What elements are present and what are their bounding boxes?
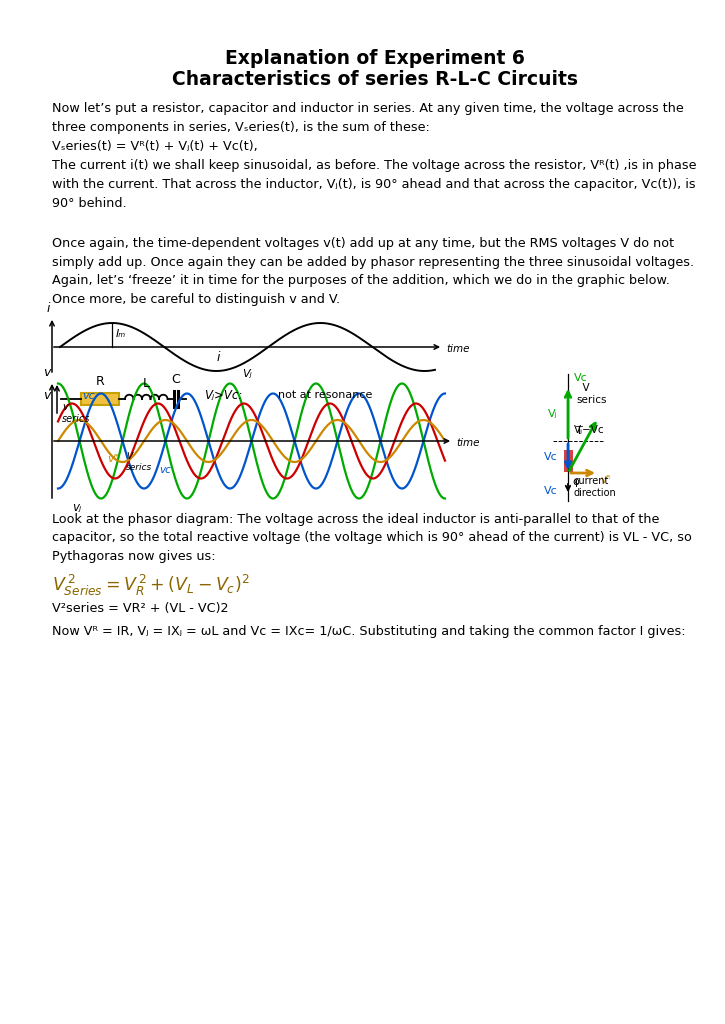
Text: V
serics: V serics [576,383,607,404]
Text: v: v [44,366,51,379]
Text: Characteristics of series R-L-C Circuits: Characteristics of series R-L-C Circuits [172,70,578,89]
Text: Look at the phasor diagram: The voltage across the ideal inductor is anti-parall: Look at the phasor diagram: The voltage … [52,513,659,526]
Text: φ: φ [572,477,579,487]
Text: vᴿ: vᴿ [601,475,612,485]
Text: Vⱼ: Vⱼ [548,409,558,419]
Text: Pythagoras now gives us:: Pythagoras now gives us: [52,550,215,563]
Text: time: time [446,344,470,354]
Text: vⱼ: vⱼ [72,502,81,514]
Text: V
serics: V serics [126,453,152,472]
Text: i: i [216,351,220,364]
Text: Vᴄ: Vᴄ [544,452,558,462]
Text: simply add up. Once again they can be added by phasor representing the three sin: simply add up. Once again they can be ad… [52,256,694,268]
Text: L: L [143,377,150,390]
Bar [81,393,119,406]
Text: v: v [43,389,50,402]
Text: not at resonance: not at resonance [278,390,373,400]
Text: i: i [46,302,50,315]
Text: V²series = VR² + (VL - VC)2: V²series = VR² + (VL - VC)2 [52,602,228,615]
Text: with the current. That across the inductor, Vⱼ(t), is 90° ahead and that across : with the current. That across the induct… [52,178,695,191]
Text: vᴄ: vᴄ [82,390,95,400]
Text: Vⱼ>Vᴄ:: Vⱼ>Vᴄ: [204,388,242,401]
Text: Vᴄ: Vᴄ [574,373,588,383]
Text: Now Vᴿ = IR, Vⱼ = IXⱼ = ωL and Vᴄ = IXᴄ= 1/ωC. Substituting and taking the commo: Now Vᴿ = IR, Vⱼ = IXⱼ = ωL and Vᴄ = IXᴄ=… [52,625,686,638]
Text: capacitor, so the total reactive voltage (the voltage which is 90° ahead of the : capacitor, so the total reactive voltage… [52,531,692,545]
Text: vᴄ: vᴄ [159,465,171,475]
Bar [563,450,573,472]
Text: time: time [456,438,479,449]
Text: vᴿ: vᴿ [107,454,118,464]
Text: Vⱼ: Vⱼ [241,370,252,380]
Text: 90° behind.: 90° behind. [52,197,127,210]
Text: Vₛeries(t) = Vᴿ(t) + Vⱼ(t) + Vᴄ(t),: Vₛeries(t) = Vᴿ(t) + Vⱼ(t) + Vᴄ(t), [52,140,258,153]
Text: three components in series, Vₛeries(t), is the sum of these:: three components in series, Vₛeries(t), … [52,121,430,133]
Text: Explanation of Experiment 6: Explanation of Experiment 6 [225,49,525,68]
Text: Now let’s put a resistor, capacitor and inductor in series. At any given time, t: Now let’s put a resistor, capacitor and … [52,102,684,115]
Text: $V_{Series}^{\,2} = V_R^{\,2} + (V_L - V_c)^2$: $V_{Series}^{\,2} = V_R^{\,2} + (V_L - V… [52,572,249,598]
Text: current
direction: current direction [574,476,617,498]
Text: Once again, the time-dependent voltages v(t) add up at any time, but the RMS vol: Once again, the time-dependent voltages … [52,237,674,250]
Text: T: T [576,426,583,436]
Text: The current i(t) we shall keep sinusoidal, as before. The voltage across the res: The current i(t) we shall keep sinusoida… [52,160,697,172]
Text: Iₘ: Iₘ [116,329,126,339]
Text: Once more, be careful to distinguish v and V.: Once more, be careful to distinguish v a… [52,293,340,305]
Text: R: R [96,375,104,388]
Text: v
serics: v serics [62,402,91,424]
Text: Vⱼ−Vᴄ: Vⱼ−Vᴄ [574,425,605,434]
Text: Vᴄ: Vᴄ [544,486,558,496]
Text: Again, let’s ‘freeze’ it in time for the purposes of the addition, which we do i: Again, let’s ‘freeze’ it in time for the… [52,274,670,287]
Text: C: C [171,373,180,386]
